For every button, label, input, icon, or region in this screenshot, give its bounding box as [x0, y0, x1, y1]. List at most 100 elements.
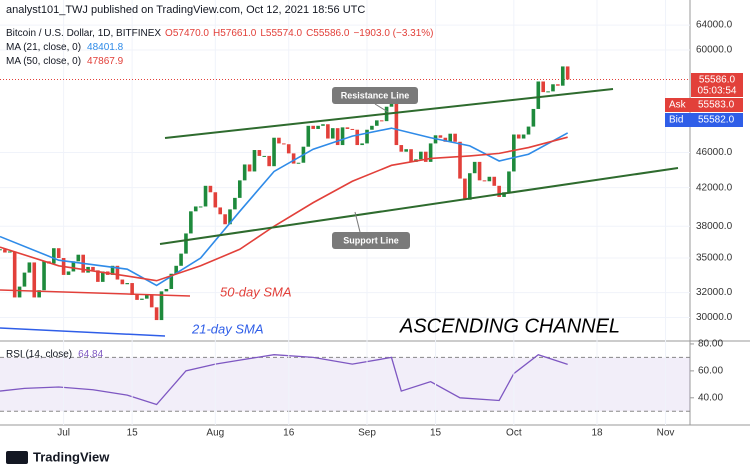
candle	[311, 125, 315, 129]
x-tick-label: 15	[430, 428, 442, 439]
candle	[125, 283, 130, 285]
candle	[467, 173, 472, 200]
last-price: 55586.0	[699, 75, 736, 86]
candle	[233, 197, 237, 210]
candle	[487, 176, 492, 182]
callout-pointer	[354, 211, 361, 233]
ohlc: L55574.0	[260, 28, 302, 39]
candle	[174, 265, 178, 274]
candle	[135, 295, 139, 300]
rsi-legend: RSI (14, close) 64.84	[6, 349, 104, 360]
x-tick-label: Sep	[358, 428, 376, 439]
candle	[512, 134, 516, 172]
candle	[154, 307, 159, 321]
candle	[536, 81, 541, 109]
callout-pointer	[374, 103, 389, 113]
x-tick-label: 18	[591, 428, 603, 439]
ma50-legend: MA (50, close, 0) 47867.9	[6, 56, 124, 67]
support-line	[159, 167, 679, 245]
candle	[448, 133, 453, 142]
candle	[335, 128, 340, 146]
candle	[502, 192, 506, 197]
candle	[76, 254, 81, 262]
candle	[296, 162, 301, 164]
candle	[130, 283, 134, 296]
bid: Bid	[669, 115, 683, 126]
rsi-line	[0, 353, 568, 406]
candle	[149, 295, 154, 308]
candle	[228, 209, 232, 225]
candle	[247, 164, 252, 172]
annotation: 50-day SMA	[220, 284, 292, 299]
candle	[71, 261, 76, 272]
ma-line	[0, 136, 568, 282]
candle	[316, 125, 320, 129]
callout-box	[332, 87, 418, 104]
candle	[521, 134, 526, 139]
ohlc: H57661.0	[213, 28, 257, 39]
ma-value: 48401.8	[87, 42, 124, 53]
candle	[115, 265, 120, 280]
candle	[22, 272, 27, 287]
candle	[198, 206, 203, 208]
candle	[242, 164, 247, 181]
candle	[404, 149, 408, 152]
candle	[443, 137, 448, 142]
candle	[169, 273, 174, 289]
x-tick-label: 15	[127, 428, 139, 439]
candle	[7, 251, 12, 253]
candle	[257, 150, 262, 156]
candle	[37, 290, 41, 298]
candle	[477, 161, 482, 181]
candle	[12, 251, 17, 298]
y-tick-label: 38000.0	[696, 221, 733, 232]
symbol: Bitcoin / U.S. Dollar, 1D, BITFINEX O5747…	[6, 28, 434, 39]
candle	[91, 266, 95, 271]
publisher: analyst101_TWJ published on TradingView.…	[6, 4, 365, 16]
candle	[472, 161, 477, 174]
candle	[350, 128, 355, 130]
candle	[159, 291, 164, 321]
ma-line	[0, 127, 569, 287]
candle	[428, 143, 433, 162]
resistance-line	[164, 88, 614, 139]
candle	[189, 211, 193, 234]
y-tick-label: 46000.0	[696, 147, 733, 158]
candle	[355, 129, 360, 146]
rsi-band	[0, 357, 690, 412]
candle	[208, 185, 213, 193]
candle	[110, 265, 115, 275]
candle	[526, 126, 531, 135]
annotation: Support Line	[343, 235, 399, 245]
candle	[286, 144, 291, 154]
candle	[27, 262, 32, 273]
brand: TradingView	[33, 449, 110, 464]
sma21-guide	[0, 327, 166, 337]
candle	[453, 133, 457, 142]
y-tick-label: 60000.0	[696, 45, 733, 56]
candle	[140, 298, 144, 300]
rsi-value: 64.84	[78, 349, 103, 360]
candle	[516, 134, 521, 139]
candle	[419, 151, 423, 160]
candle	[213, 192, 218, 208]
candle	[223, 214, 227, 225]
y-tick-label: 42000.0	[696, 182, 733, 193]
annotation: Resistance Line	[341, 90, 410, 100]
candle	[184, 233, 188, 254]
x-tick-label: Jul	[57, 428, 70, 439]
candle	[0, 249, 2, 251]
candle	[145, 295, 149, 299]
y-tick-label: 40.00	[698, 392, 723, 403]
candle	[409, 149, 413, 162]
bid-label	[665, 113, 743, 127]
candle	[56, 248, 61, 259]
ma-value: 47867.9	[87, 56, 124, 67]
ohlc: C55586.0	[306, 28, 350, 39]
candle	[399, 145, 404, 152]
bid-value: 55582.0	[698, 115, 735, 126]
y-tick-label: 60.00	[698, 366, 723, 377]
candle	[365, 129, 369, 144]
candle	[546, 91, 550, 93]
